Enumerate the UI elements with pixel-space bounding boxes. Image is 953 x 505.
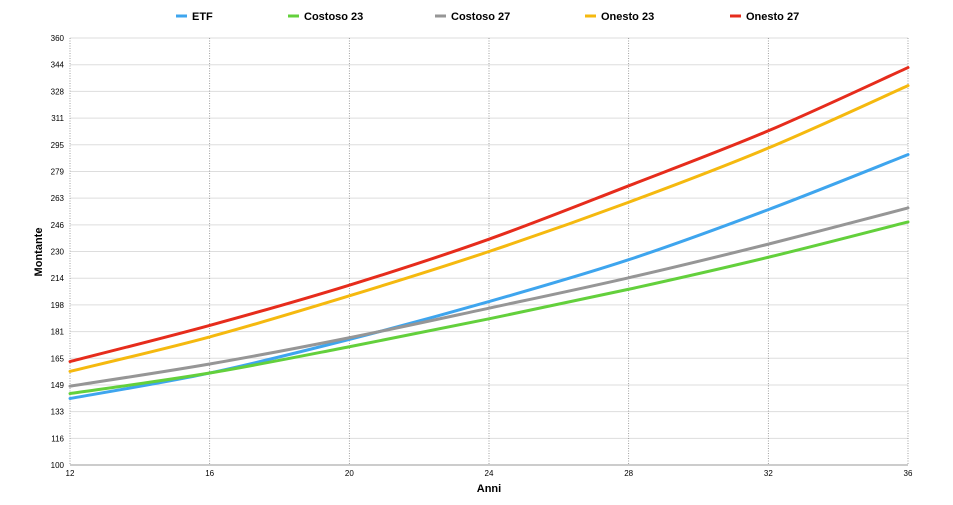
series-line-costoso-23 xyxy=(68,220,910,396)
x-tick-label: 28 xyxy=(624,469,633,478)
x-tick-label: 36 xyxy=(904,469,913,478)
y-tick-label: 360 xyxy=(51,34,65,43)
x-axis: 12 16 20 24 28 32 36 xyxy=(66,469,913,478)
y-tick-label: 230 xyxy=(51,248,65,257)
y-tick-label: 116 xyxy=(51,434,64,443)
y-tick-label: 165 xyxy=(51,354,65,363)
y-tick-label: 246 xyxy=(51,221,65,230)
y-tick-label: 214 xyxy=(51,274,65,283)
legend: ETF Costoso 23 Costoso 27 Onesto 23 Onesto 2… xyxy=(176,11,799,23)
y-tick-label: 149 xyxy=(51,381,65,390)
y-axis-title: Montante xyxy=(33,228,45,277)
legend-label: Costoso 23 xyxy=(304,11,363,23)
y-tick-label: 181 xyxy=(51,328,65,337)
y-tick-label: 133 xyxy=(51,408,65,417)
x-tick-label: 32 xyxy=(764,469,773,478)
y-tick-label: 100 xyxy=(51,461,65,470)
series-lines xyxy=(68,66,910,400)
legend-item-onesto-27: Onesto 27 xyxy=(730,11,799,23)
series-line-costoso-27 xyxy=(68,206,910,388)
legend-label: Onesto 23 xyxy=(601,11,654,23)
y-tick-label: 263 xyxy=(51,194,65,203)
legend-item-onesto-23: Onesto 23 xyxy=(585,11,654,23)
x-tick-label: 20 xyxy=(345,469,354,478)
y-axis: 100 116 133 149 165 181 198 214 230 246 263 279 295 3… xyxy=(51,34,65,470)
series-line-onesto-23 xyxy=(68,84,910,373)
legend-label: Onesto 27 xyxy=(746,11,799,23)
y-tick-label: 198 xyxy=(51,301,65,310)
y-tick-label: 279 xyxy=(51,167,65,176)
legend-item-costoso-27: Costoso 27 xyxy=(435,11,510,23)
x-tick-label: 16 xyxy=(205,469,214,478)
y-tick-label: 328 xyxy=(51,87,65,96)
x-tick-label: 24 xyxy=(485,469,494,478)
x-axis-title: Anni xyxy=(477,483,501,495)
y-tick-label: 344 xyxy=(51,61,65,70)
y-tick-label: 295 xyxy=(51,141,65,150)
legend-label: ETF xyxy=(192,11,213,23)
legend-label: Costoso 27 xyxy=(451,11,510,23)
series-line-onesto-27 xyxy=(68,66,910,364)
y-tick-label: 311 xyxy=(51,114,64,123)
legend-item-etf: ETF xyxy=(176,11,213,23)
legend-item-costoso-23: Costoso 23 xyxy=(288,11,363,23)
x-tick-label: 12 xyxy=(66,469,75,478)
